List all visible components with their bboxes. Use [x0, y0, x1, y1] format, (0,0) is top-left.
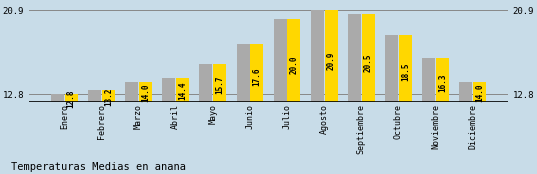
Bar: [274, 19, 287, 102]
Bar: [385, 35, 398, 102]
Text: 18.5: 18.5: [401, 63, 410, 81]
Bar: [287, 19, 300, 102]
Bar: [422, 58, 435, 102]
Bar: [237, 44, 250, 102]
Bar: [311, 10, 324, 102]
Text: 17.6: 17.6: [252, 67, 262, 86]
Bar: [125, 82, 138, 102]
Bar: [162, 78, 175, 102]
Bar: [324, 10, 338, 102]
Text: 20.5: 20.5: [364, 53, 373, 72]
Text: 14.0: 14.0: [475, 84, 484, 102]
Text: 14.0: 14.0: [141, 84, 150, 102]
Text: 15.7: 15.7: [215, 76, 224, 94]
Bar: [348, 14, 361, 102]
Text: 16.3: 16.3: [438, 73, 447, 92]
Bar: [199, 64, 213, 102]
Bar: [88, 90, 101, 102]
Bar: [459, 82, 473, 102]
Bar: [399, 35, 412, 102]
Text: 14.4: 14.4: [178, 82, 187, 100]
Bar: [473, 82, 486, 102]
Bar: [176, 78, 189, 102]
Bar: [51, 94, 64, 102]
Bar: [64, 94, 78, 102]
Text: 20.9: 20.9: [326, 52, 336, 70]
Text: 13.2: 13.2: [104, 88, 113, 106]
Text: 20.0: 20.0: [289, 56, 299, 74]
Text: 12.8: 12.8: [67, 89, 76, 108]
Bar: [250, 44, 263, 102]
Bar: [102, 90, 115, 102]
Bar: [139, 82, 152, 102]
Text: Temperaturas Medias en anana: Temperaturas Medias en anana: [11, 162, 186, 172]
Bar: [436, 58, 449, 102]
Bar: [362, 14, 375, 102]
Bar: [213, 64, 226, 102]
